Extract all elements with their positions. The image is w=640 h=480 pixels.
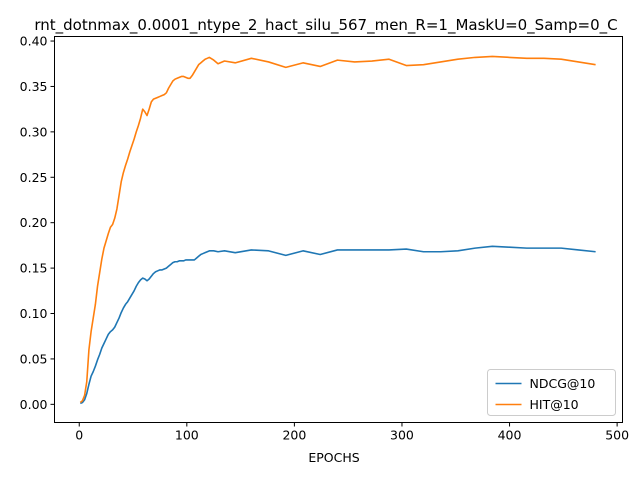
legend: NDCG@10 HIT@10: [487, 369, 616, 416]
y-tick-label: 0.30: [20, 124, 48, 139]
x-tick-label: 500: [605, 428, 629, 443]
y-tick-label: 0.40: [20, 34, 48, 49]
y-tick-label: 0.00: [20, 397, 48, 412]
legend-label: HIT@10: [530, 397, 579, 412]
y-tick-label: 0.10: [20, 306, 48, 321]
series-line-hit-10: [79, 55, 596, 404]
x-axis: 0 100 200 300 400 500: [75, 422, 629, 443]
x-tick-label: 100: [175, 428, 199, 443]
y-tick-label: 0.05: [20, 351, 48, 366]
y-axis: 0.00 0.05 0.10 0.15 0.20 0.25 0.30 0.35 0.40: [20, 34, 55, 412]
x-tick-label: 200: [282, 428, 306, 443]
x-tick-label: 0: [75, 428, 83, 443]
y-tick-label: 0.20: [20, 215, 48, 230]
series-line-ndcg-10: [80, 245, 596, 405]
y-tick-label: 0.15: [20, 261, 48, 276]
legend-label: NDCG@10: [530, 376, 596, 391]
plot-area: [79, 55, 596, 405]
x-axis-label: EPOCHS: [308, 450, 359, 465]
x-tick-label: 400: [498, 428, 522, 443]
x-tick-label: 300: [390, 428, 414, 443]
chart-title: rnt_dotnmax_0.0001_ntype_2_hact_silu_567…: [34, 16, 617, 35]
y-tick-label: 0.25: [20, 170, 48, 185]
y-tick-label: 0.35: [20, 79, 48, 94]
axes-frame: [54, 36, 623, 423]
